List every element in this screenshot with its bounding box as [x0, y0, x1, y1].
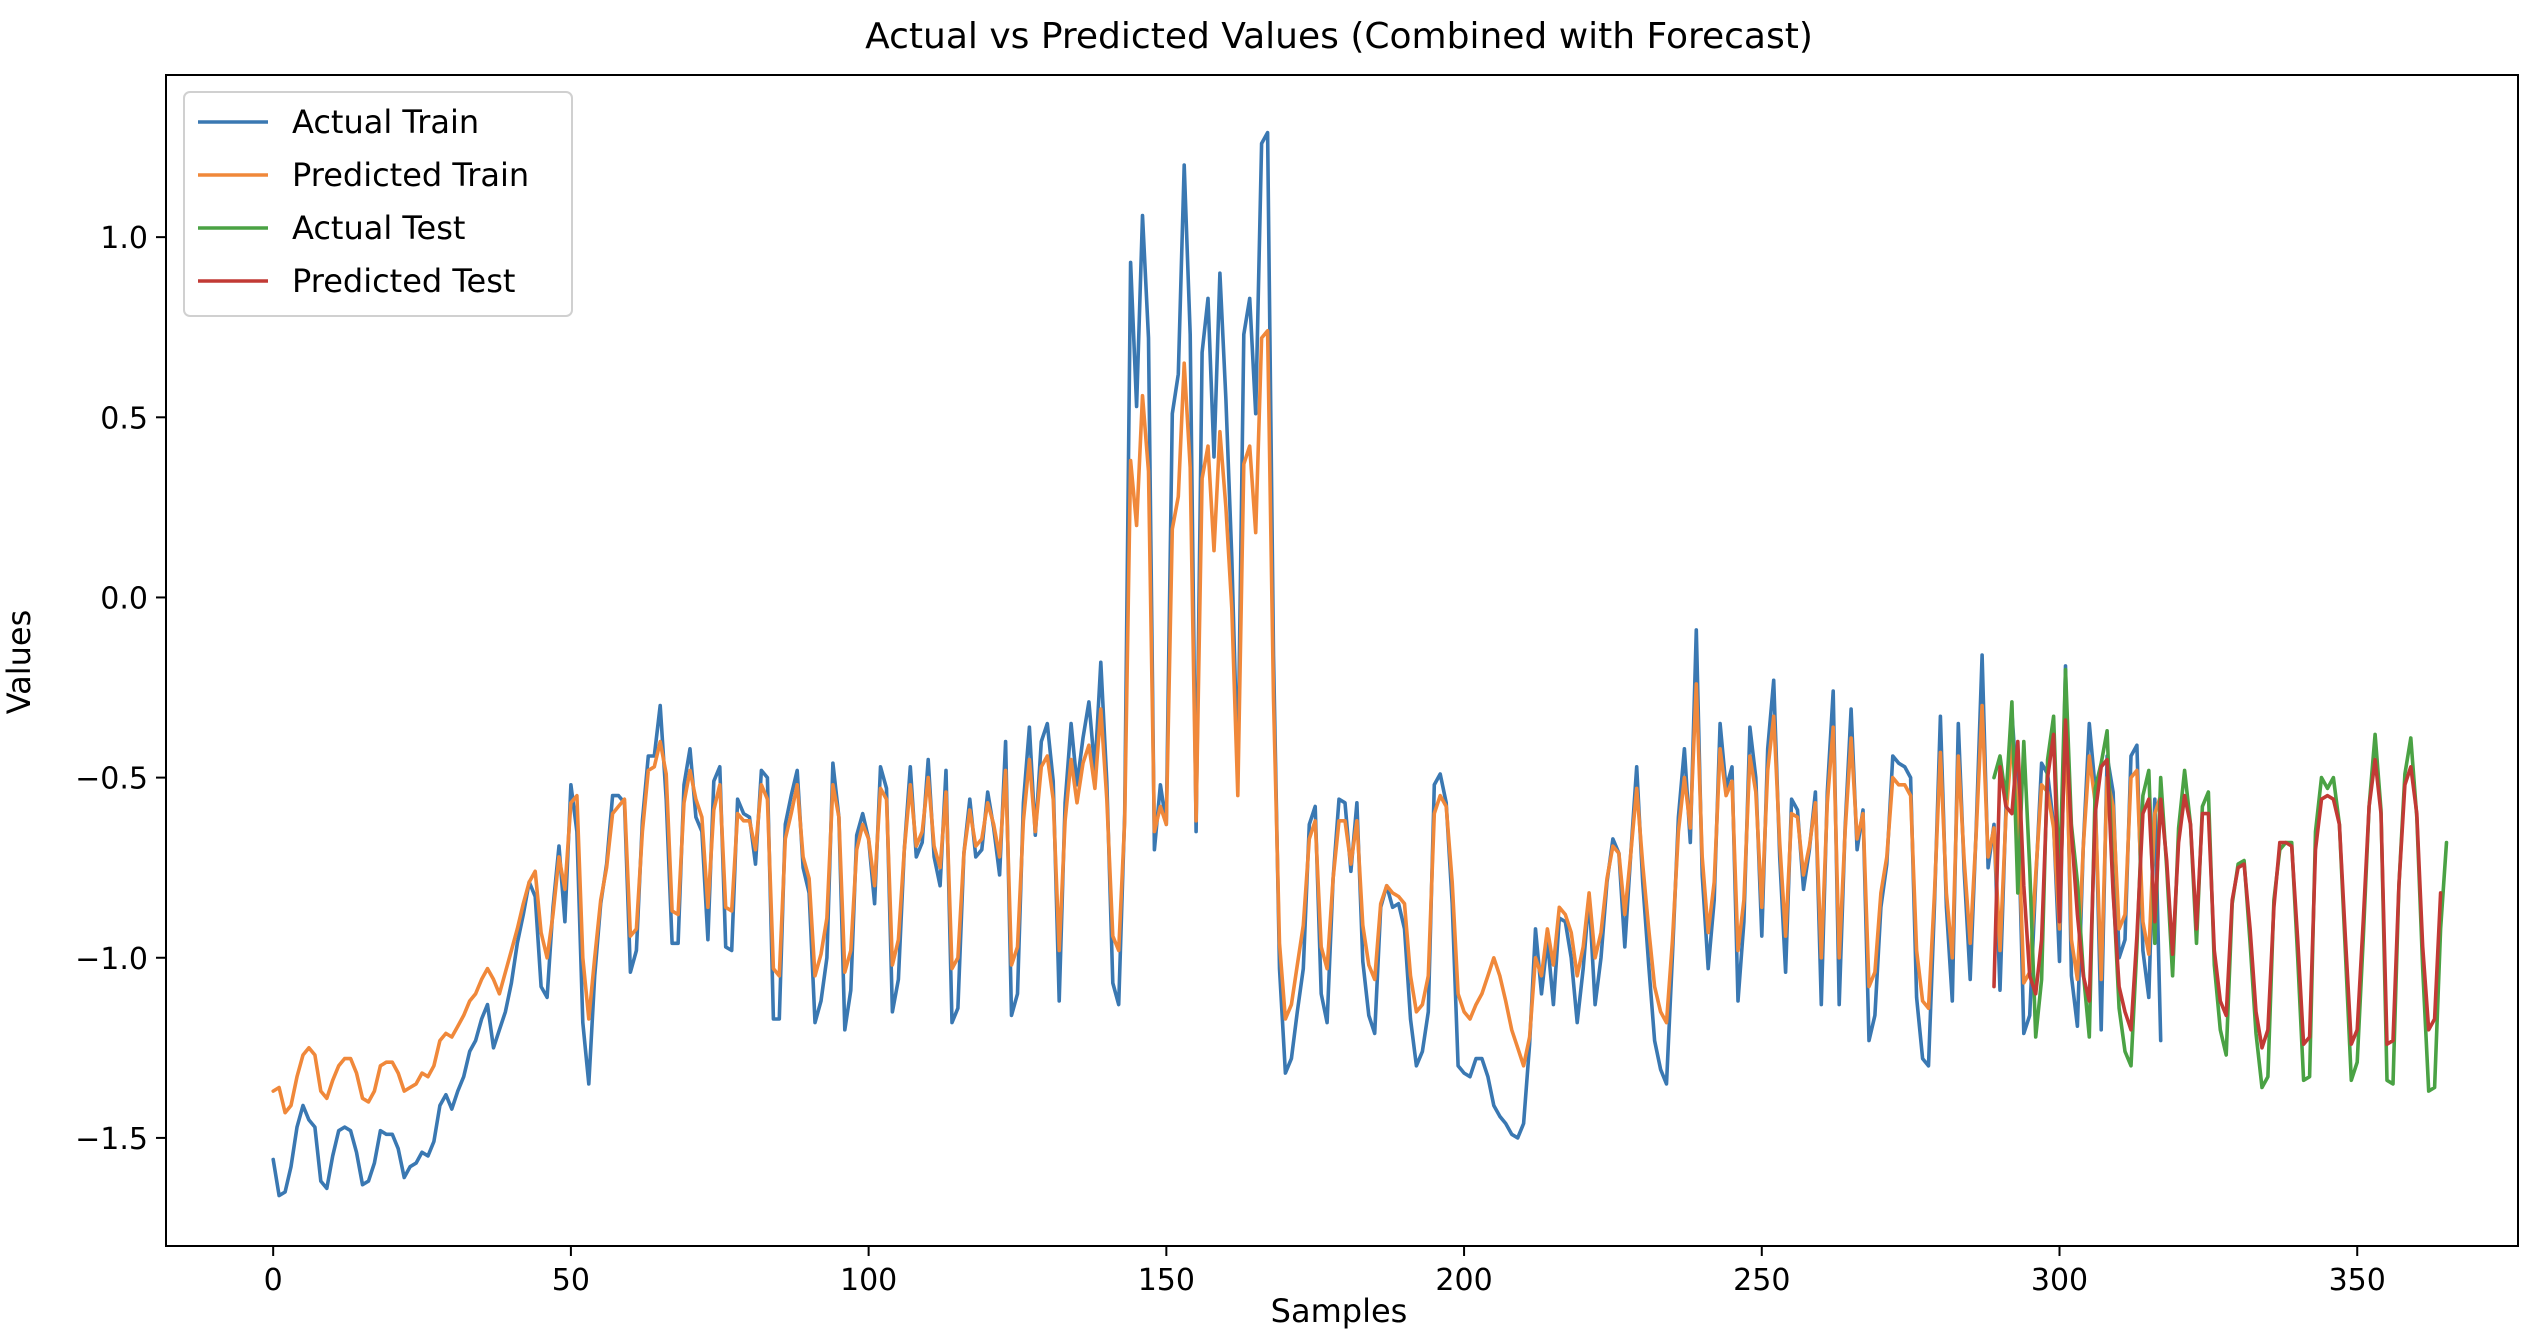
x-tick-label: 250: [1733, 1263, 1790, 1298]
plot-area: [271, 130, 2449, 1198]
legend-label: Predicted Train: [292, 156, 529, 194]
y-tick-label: −1.5: [75, 1122, 148, 1157]
x-tick-label: 100: [840, 1263, 897, 1298]
legend: Actual Train Predicted Train Actual Test Pr…: [183, 91, 573, 317]
x-tick-label: 200: [1435, 1263, 1492, 1298]
x-tick-label: 350: [2329, 1263, 2386, 1298]
y-tick-label: 0.5: [100, 401, 148, 436]
y-tick-label: 0.0: [100, 581, 148, 616]
y-axis: −1.5 −1.0 −0.5 0.0 0.5 1.0: [75, 221, 166, 1157]
x-tick-label: 150: [1138, 1263, 1195, 1298]
legend-label: Predicted Test: [292, 262, 515, 300]
series-line-predicted-test: [1992, 718, 2443, 1050]
y-axis-label: Values: [0, 610, 38, 715]
legend-box: [183, 91, 573, 317]
x-axis: 0 50 100 150 200 250 300 350: [264, 1246, 2386, 1298]
y-tick-label: 1.0: [100, 221, 148, 256]
series-line-predicted-train: [271, 328, 2163, 1115]
legend-label: Actual Train: [292, 103, 479, 141]
y-tick-label: −1.0: [75, 942, 148, 977]
x-tick-label: 0: [264, 1263, 283, 1298]
x-tick-label: 50: [552, 1263, 590, 1298]
chart-title: Actual vs Predicted Values (Combined wit…: [865, 16, 1813, 57]
plot-frame: [165, 74, 2519, 1247]
legend-label: Actual Test: [292, 209, 465, 247]
y-tick-label: −0.5: [75, 762, 148, 797]
x-tick-label: 300: [2031, 1263, 2088, 1298]
x-axis-label: Samples: [1271, 1292, 1408, 1330]
